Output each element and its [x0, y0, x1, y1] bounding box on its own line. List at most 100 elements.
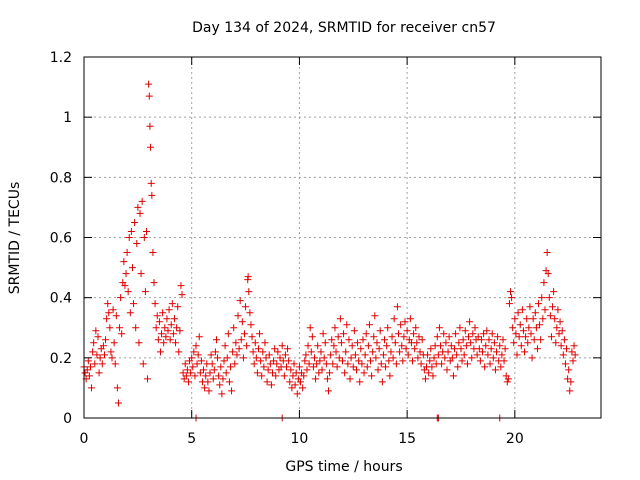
- data-point: [541, 306, 549, 314]
- data-point: [140, 234, 148, 241]
- data-point: [145, 92, 153, 100]
- data-point: [507, 288, 515, 296]
- data-point: [271, 345, 279, 353]
- data-point: [300, 372, 308, 380]
- data-point: [223, 354, 231, 362]
- data-point: [373, 339, 381, 347]
- data-point: [468, 354, 476, 362]
- data-point: [109, 306, 117, 314]
- data-point: [530, 336, 538, 344]
- data-point: [147, 143, 155, 151]
- data-point: [344, 360, 352, 368]
- data-point: [513, 351, 521, 359]
- data-point: [555, 330, 563, 338]
- data-point: [460, 351, 468, 359]
- data-point: [398, 342, 406, 350]
- data-point: [106, 324, 114, 332]
- data-point: [488, 330, 496, 338]
- data-point: [479, 348, 487, 356]
- data-point: [225, 378, 233, 386]
- data-point: [437, 342, 445, 350]
- data-point: [211, 348, 219, 356]
- data-point: [525, 324, 533, 332]
- data-point: [531, 309, 539, 317]
- data-point: [207, 351, 215, 359]
- data-point: [333, 363, 341, 371]
- data-point: [256, 330, 264, 338]
- data-point: [118, 330, 126, 338]
- data-point: [316, 357, 324, 365]
- data-point: [121, 282, 129, 290]
- data-point: [546, 312, 554, 320]
- data-point: [175, 348, 183, 356]
- data-point: [560, 336, 568, 344]
- data-point: [351, 351, 359, 359]
- data-point: [356, 378, 364, 386]
- data-point: [323, 375, 331, 383]
- series-srmtid-cn57: [80, 80, 579, 422]
- data-point: [415, 333, 423, 341]
- data-point: [490, 339, 498, 347]
- data-point: [301, 357, 309, 365]
- data-point: [188, 354, 196, 362]
- data-point: [521, 348, 529, 356]
- data-point: [131, 218, 139, 226]
- data-point: [544, 270, 552, 278]
- data-point: [361, 351, 369, 359]
- data-point: [111, 360, 119, 368]
- data-point: [511, 315, 519, 323]
- data-point: [561, 360, 569, 368]
- data-point: [291, 381, 299, 389]
- data-point: [463, 360, 471, 368]
- data-point: [353, 366, 361, 374]
- data-point: [411, 345, 419, 353]
- data-point: [257, 357, 265, 365]
- data-point: [440, 330, 448, 338]
- data-point: [326, 369, 334, 377]
- data-point: [296, 378, 304, 386]
- data-point: [105, 309, 113, 317]
- data-point: [477, 336, 485, 344]
- data-point: [566, 387, 574, 395]
- data-point: [433, 333, 441, 341]
- data-point: [374, 366, 382, 374]
- data-point: [553, 324, 561, 332]
- data-point: [514, 309, 522, 317]
- data-point: [174, 303, 182, 311]
- y-tick-label: 0: [63, 411, 72, 427]
- data-point: [319, 330, 327, 338]
- data-point: [142, 227, 150, 235]
- data-point: [390, 315, 398, 323]
- data-point: [94, 333, 102, 341]
- data-point: [524, 339, 532, 347]
- data-point: [430, 354, 438, 362]
- data-point: [210, 366, 218, 374]
- data-point: [386, 372, 394, 380]
- data-point: [339, 357, 346, 365]
- data-point: [307, 348, 315, 356]
- data-point: [503, 378, 511, 386]
- data-point: [193, 360, 201, 368]
- data-point: [384, 324, 392, 332]
- data-point: [425, 369, 433, 377]
- data-point: [362, 330, 370, 338]
- data-point: [182, 372, 190, 380]
- data-point: [508, 294, 516, 302]
- y-tick-label: 0.2: [50, 351, 72, 367]
- data-point: [409, 357, 417, 365]
- data-point: [250, 360, 258, 368]
- data-point: [329, 360, 337, 368]
- data-point: [441, 354, 449, 362]
- y-axis-label: SRMTID / TECUs: [7, 182, 23, 295]
- data-point: [371, 312, 379, 320]
- data-point: [543, 249, 551, 257]
- data-point: [452, 330, 460, 338]
- data-point: [103, 315, 111, 323]
- x-axis-label: GPS time / hours: [285, 459, 402, 475]
- data-point: [309, 363, 317, 371]
- data-point: [457, 345, 465, 353]
- data-point: [533, 345, 541, 353]
- data-point: [273, 360, 281, 368]
- x-tick-label: 10: [291, 431, 309, 447]
